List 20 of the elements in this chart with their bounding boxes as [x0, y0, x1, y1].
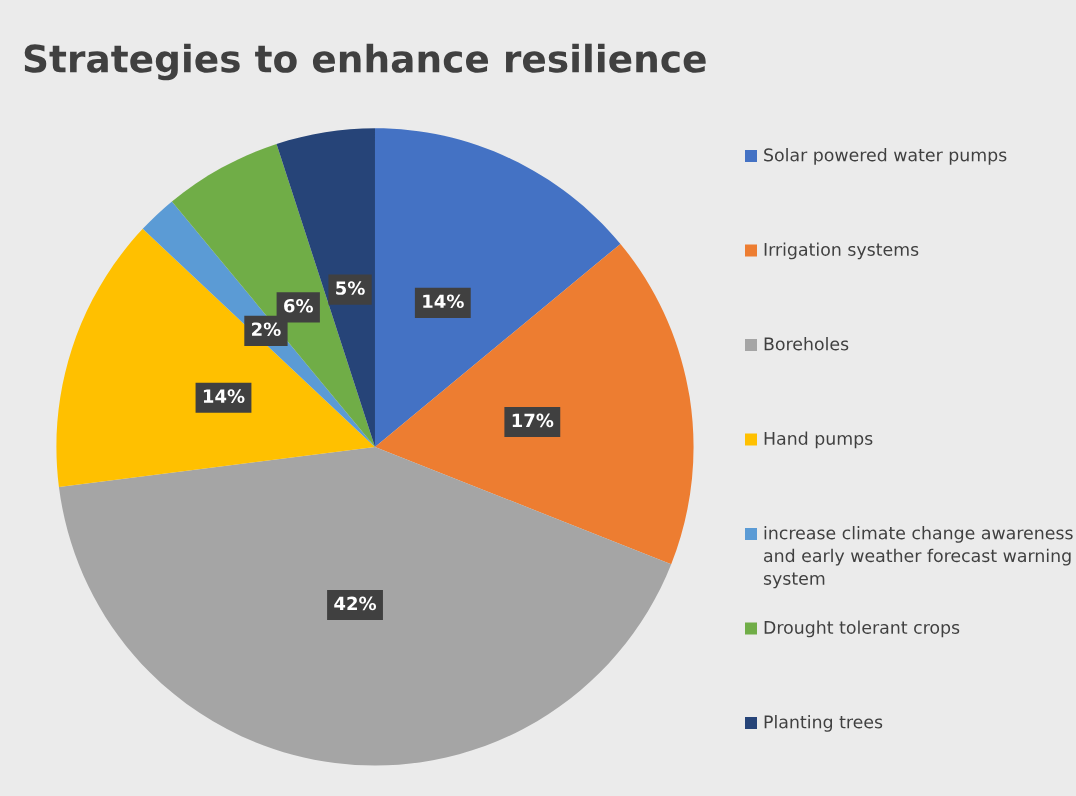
legend-label: Drought tolerant crops: [764, 620, 960, 638]
legend-label: increase climate change awareness and early weather forecast warning system: [763, 526, 1073, 589]
pie-slice: [171, 143, 375, 447]
data-label: 2%: [252, 322, 281, 337]
data-label: 14%: [203, 389, 245, 403]
data-label: 5%: [336, 281, 365, 295]
chart-title: Strategies to enhance resilience: [24, 43, 706, 81]
data-label: 14%: [423, 294, 464, 309]
data-label: 6%: [284, 298, 313, 313]
pie-slice: [374, 243, 694, 565]
legend-label: Boreholes: [764, 337, 849, 351]
pie-slice: [56, 228, 375, 487]
legend-label: Solar powered water pumps: [764, 148, 1007, 165]
data-label: 42%: [334, 596, 377, 611]
legend-label: Hand pumps: [764, 431, 873, 449]
pie-slice: [374, 128, 621, 447]
pie-slice: [58, 446, 672, 766]
legend-label: Irrigation systems: [764, 242, 919, 260]
data-label: 17%: [512, 413, 554, 428]
legend-label: Planting trees: [764, 715, 883, 732]
